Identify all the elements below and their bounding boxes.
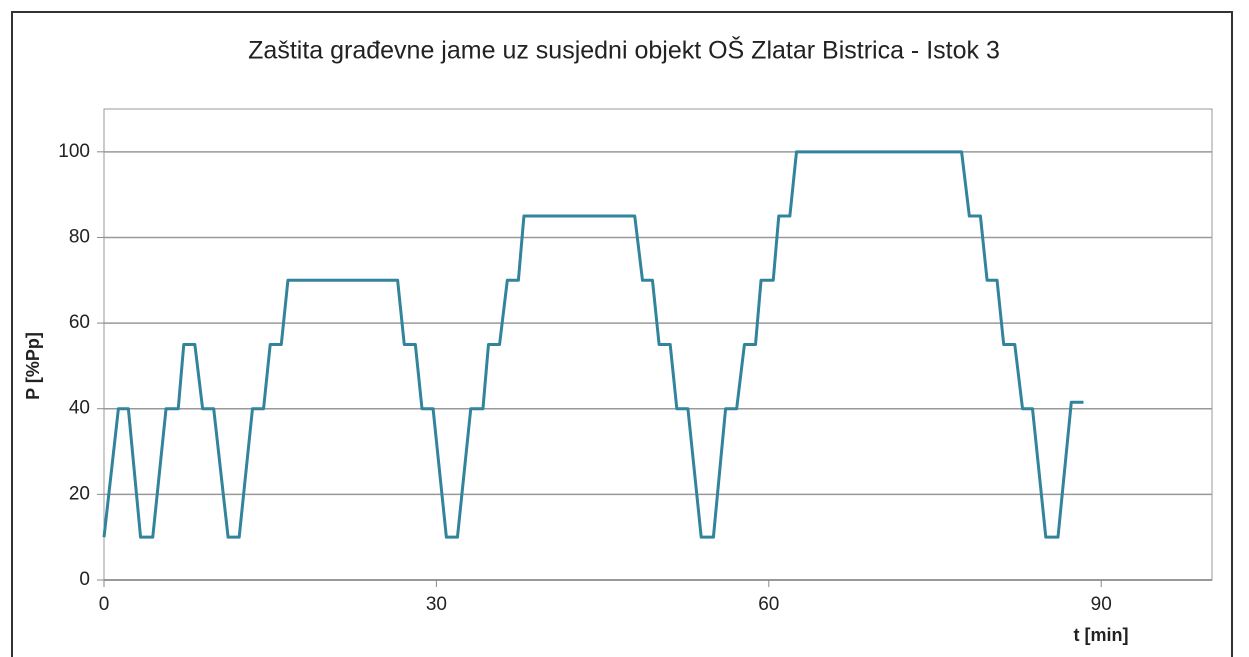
chart-frame [11, 11, 1233, 657]
x-tick-label: 0 [99, 594, 110, 615]
chart-title: Zaštita građevne jame uz susjedni objekt… [248, 36, 1000, 65]
x-tick-label: 60 [758, 594, 779, 615]
y-tick-label: 20 [69, 483, 90, 504]
y-tick-label: 100 [58, 141, 90, 162]
y-tick-label: 40 [69, 398, 90, 419]
y-axis-label: P [%Pp] [23, 332, 43, 400]
x-axis-label: t [min] [1074, 625, 1129, 645]
y-tick-label: 0 [79, 569, 90, 590]
data-line [102, 150, 1084, 539]
y-tick-label: 80 [69, 226, 90, 247]
x-tick-label: 90 [1091, 594, 1112, 615]
x-tick-label: 30 [426, 594, 447, 615]
y-tick-label: 60 [69, 312, 90, 333]
